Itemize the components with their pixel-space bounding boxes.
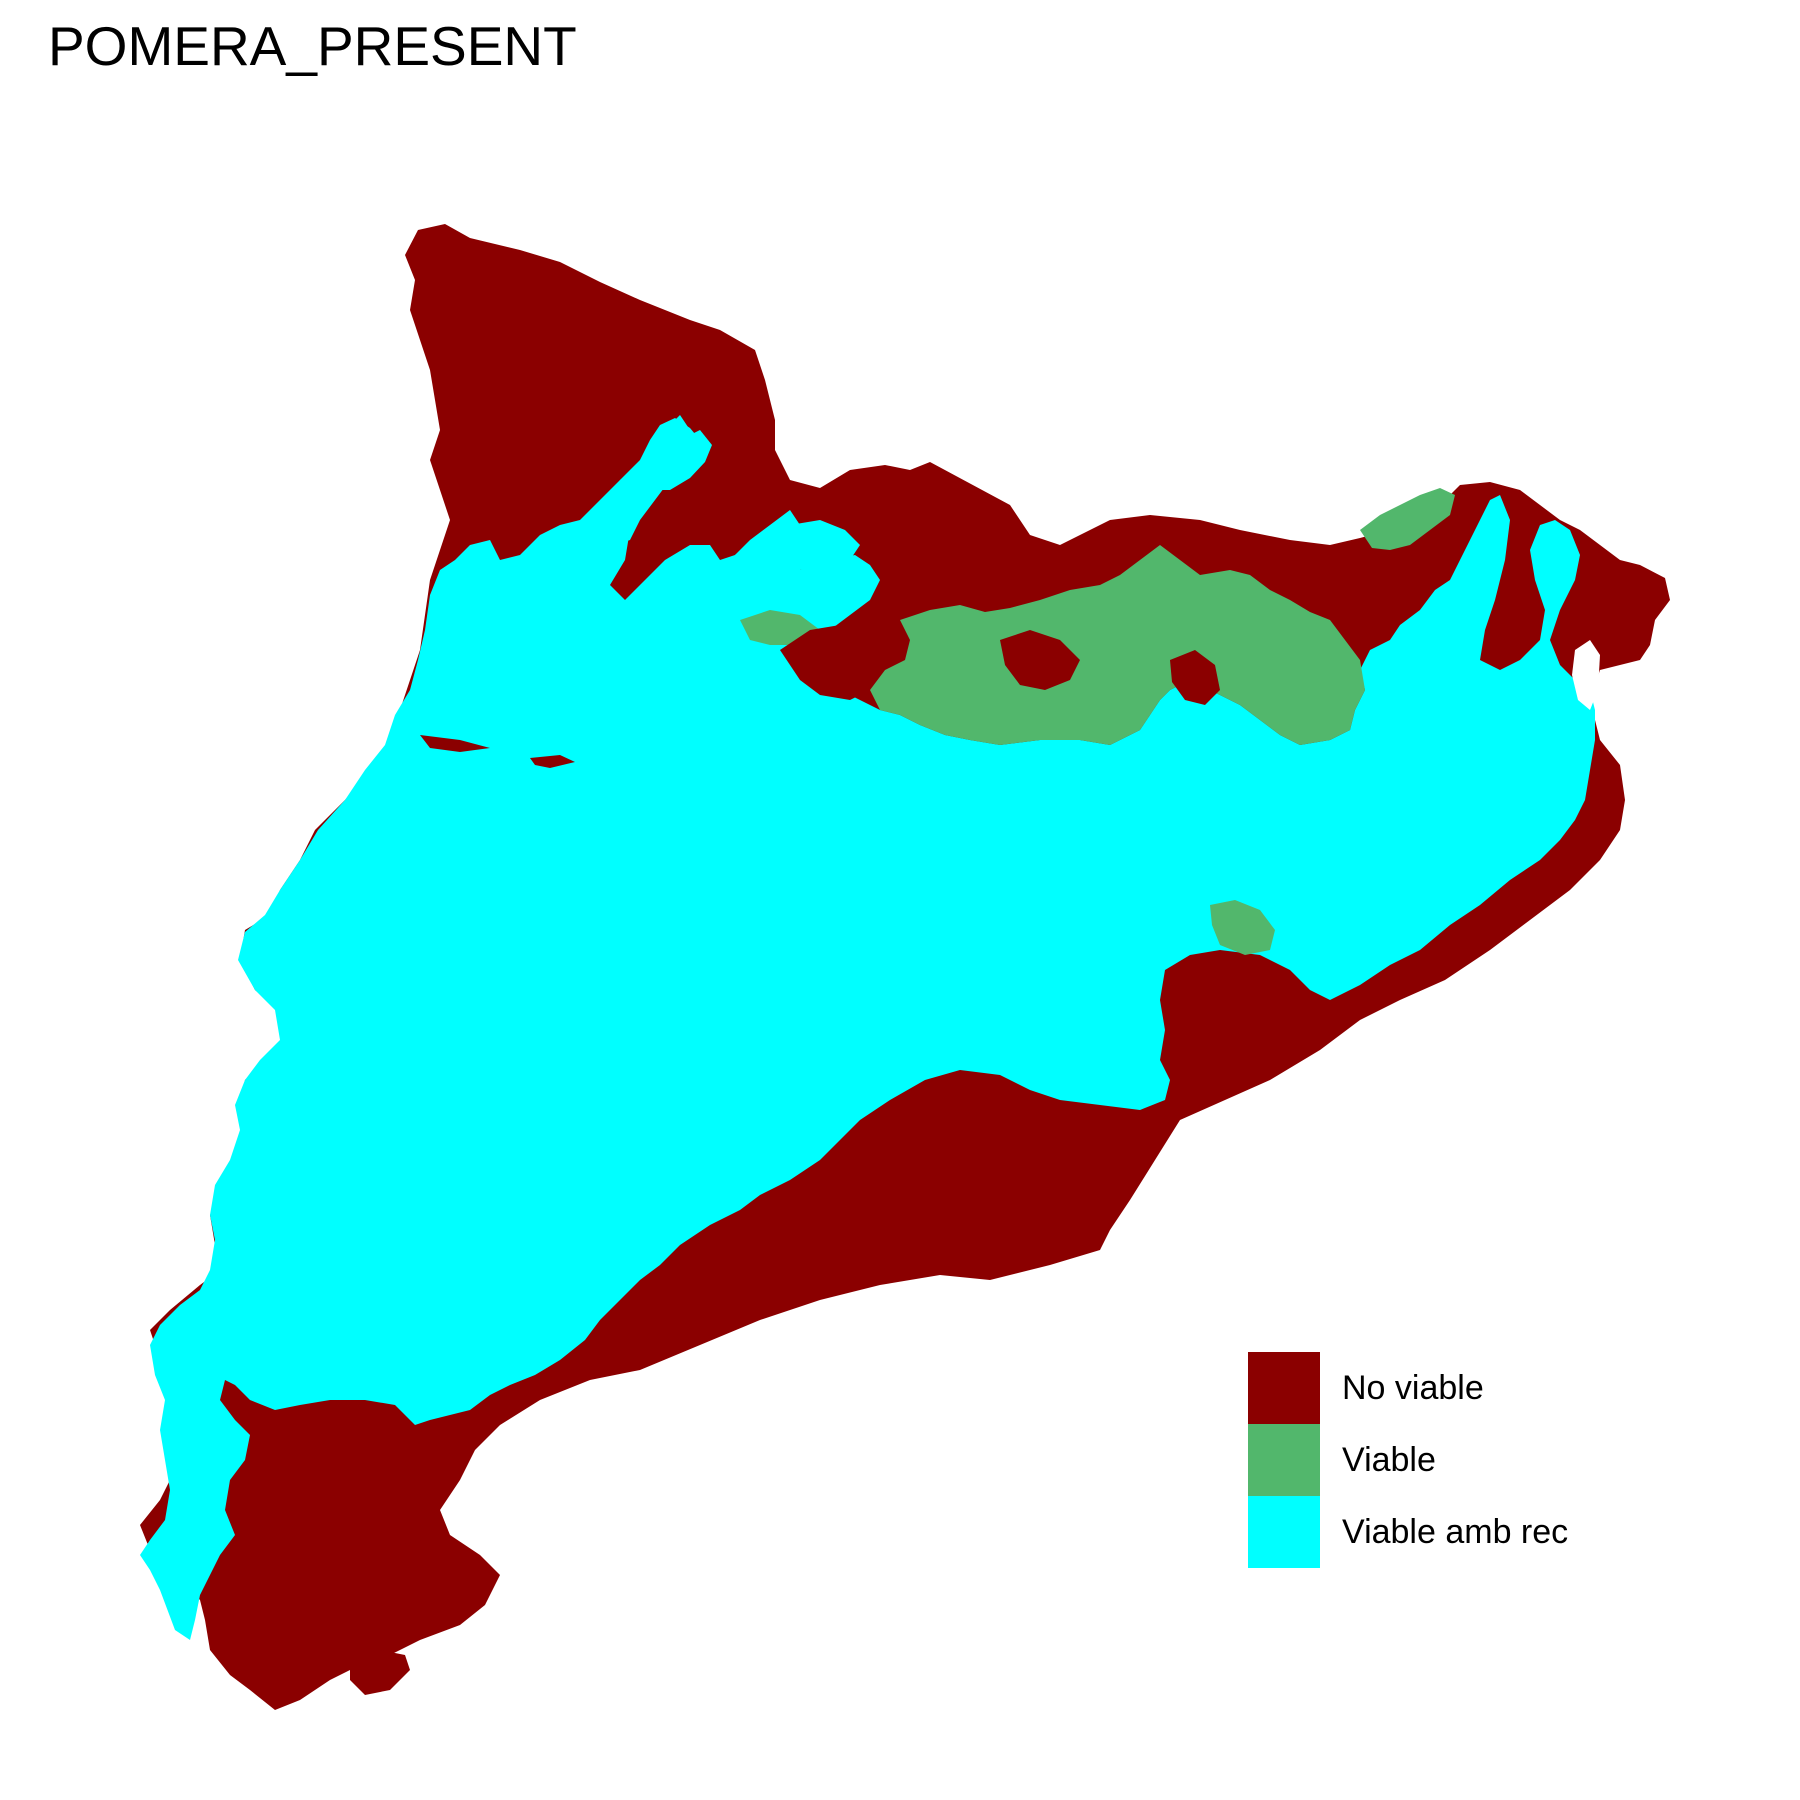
legend-label-viable: Viable bbox=[1342, 1441, 1436, 1479]
map-region-no-viable-pocket bbox=[780, 625, 880, 700]
map-title: POMERA_PRESENT bbox=[48, 15, 577, 77]
map-region-viable bbox=[870, 545, 1365, 745]
legend-swatch-no-viable bbox=[1248, 1352, 1320, 1424]
map-region-viable-amb-rec bbox=[140, 415, 1595, 1640]
legend-item-viable-amb-rec: Viable amb rec bbox=[1248, 1496, 1668, 1568]
legend-swatch-viable-amb-rec bbox=[1248, 1496, 1320, 1568]
map-region-delta bbox=[400, 1540, 440, 1568]
map-region-viable bbox=[1210, 900, 1275, 955]
map-region-viable bbox=[1360, 488, 1455, 550]
map-region-viable-amb-rec-valley bbox=[640, 430, 712, 490]
map-region-delta bbox=[350, 1650, 410, 1695]
map-region-viable-amb-rec-valley bbox=[735, 520, 860, 575]
legend-label-viable-amb-rec: Viable amb rec bbox=[1342, 1513, 1569, 1551]
map-region-viable-amb-rec-valley bbox=[520, 540, 575, 580]
legend-swatch-viable bbox=[1248, 1424, 1320, 1496]
map-region-no-viable-pocket bbox=[1170, 650, 1220, 705]
map-region-no-viable-pocket bbox=[530, 755, 575, 768]
legend-item-no-viable: No viable bbox=[1248, 1352, 1668, 1424]
legend-label-no-viable: No viable bbox=[1342, 1369, 1484, 1407]
map-coast-inlet bbox=[1572, 640, 1600, 710]
map-region-no-viable-pocket bbox=[1000, 630, 1080, 690]
map-region-no-viable-pocket bbox=[420, 735, 490, 752]
map-region-viable bbox=[740, 610, 820, 645]
legend-item-viable: Viable bbox=[1248, 1424, 1668, 1496]
